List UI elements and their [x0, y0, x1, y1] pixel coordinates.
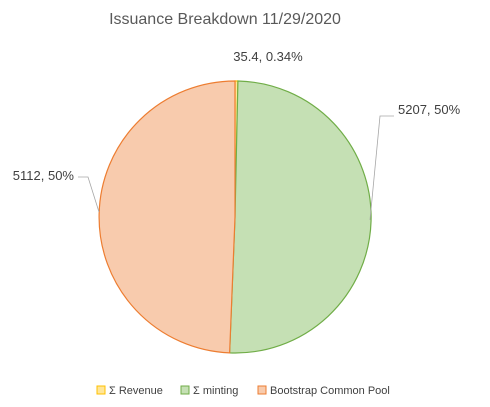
legend-swatch-3 — [257, 385, 267, 395]
legend-label-1: Σ Revenue — [109, 385, 163, 397]
data-label-1: 35.4, 0.34% — [233, 49, 303, 64]
pie-slices — [98, 80, 372, 354]
chart-title: Issuance Breakdown 11/29/2020 — [109, 11, 341, 28]
data-labels: 35.4, 0.34% 5207, 50% 5112, 50% — [13, 49, 461, 183]
legend-swatch-1 — [96, 385, 106, 395]
legend-swatch-2 — [180, 385, 190, 395]
pie-slice-3 — [98, 80, 236, 354]
pie-slice-2 — [228, 80, 372, 354]
leader-lines — [78, 115, 394, 221]
legend: Σ Revenue Σ minting Bootstrap Common Pool — [96, 385, 390, 397]
legend-label-2: Σ minting — [193, 385, 238, 397]
leader-line-2 — [369, 115, 394, 221]
data-label-2: 5207, 50% — [398, 102, 461, 117]
data-label-3: 5112, 50% — [13, 168, 75, 183]
legend-label-3: Bootstrap Common Pool — [270, 385, 390, 397]
leader-line-3 — [78, 176, 100, 213]
